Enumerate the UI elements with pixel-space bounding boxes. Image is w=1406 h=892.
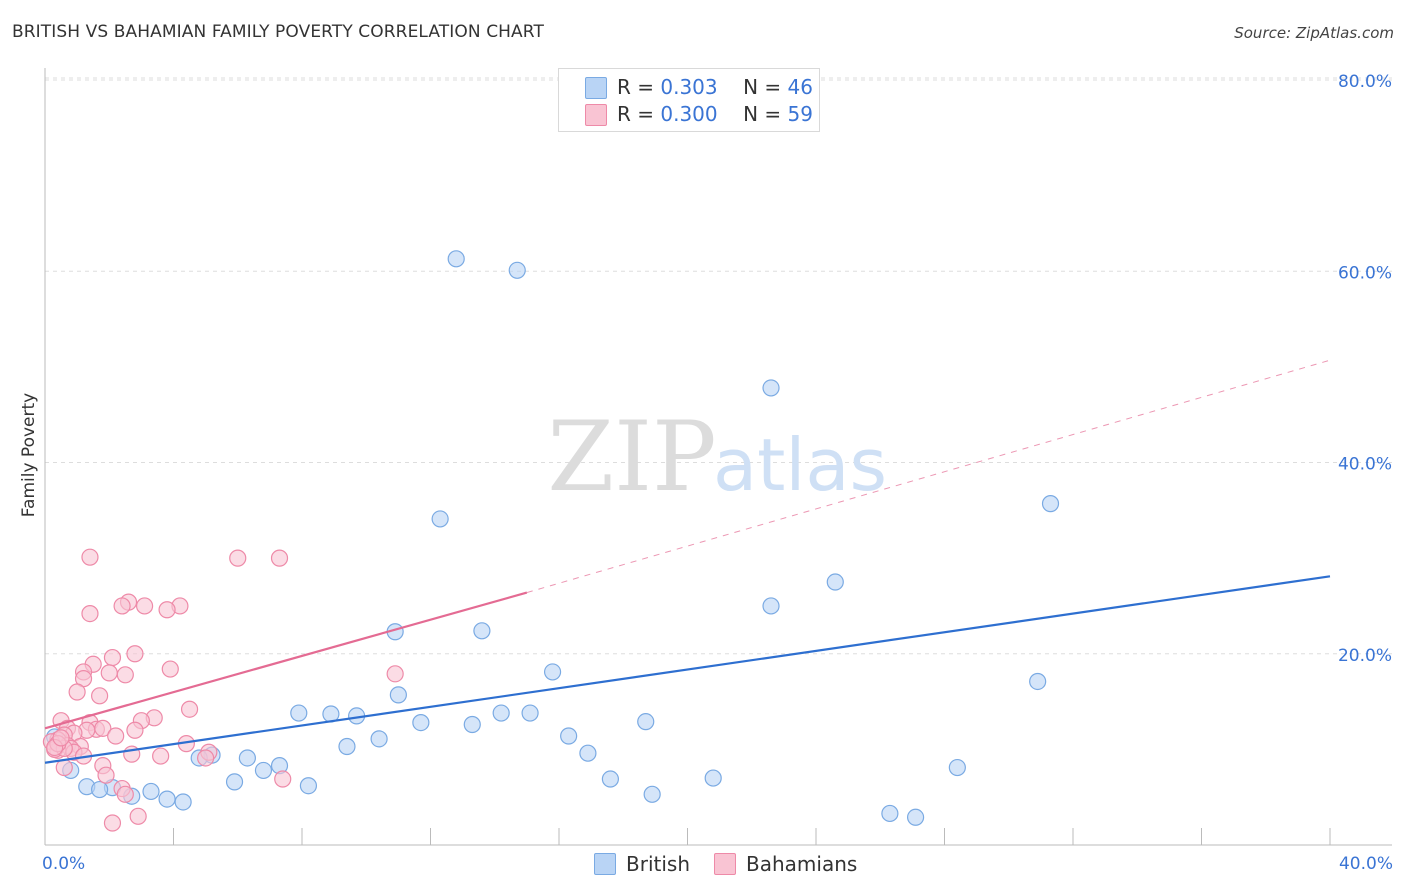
british-point <box>704 769 722 787</box>
bahamians-point <box>135 597 154 615</box>
british-point <box>762 597 780 615</box>
british-point <box>447 250 465 268</box>
bahamians-point <box>68 683 86 701</box>
british-stats: R = 0.303 N = 46 <box>617 75 813 99</box>
british-point <box>1029 672 1047 691</box>
british-n-label: N = <box>743 75 782 99</box>
bahamians-point <box>55 758 73 777</box>
bahamians-point <box>152 747 170 765</box>
bahamians-stats: R = 0.300 N = 59 <box>617 102 813 126</box>
british-point <box>338 737 356 756</box>
points-layer <box>42 250 1060 832</box>
bahamians-point <box>97 766 115 784</box>
y-tick-label: 20.0% <box>1338 646 1392 666</box>
bahamians-point <box>197 749 215 767</box>
british-legend-label: British <box>626 852 690 876</box>
bahamians-swatch <box>585 104 607 126</box>
british-point <box>389 686 407 704</box>
bahamians-legend-label: Bahamians <box>746 852 858 876</box>
bahamians-point <box>52 729 70 747</box>
british-point <box>254 761 273 780</box>
bahamians-trendline-extension <box>526 359 1331 594</box>
british-r-value: 0.303 <box>660 75 718 99</box>
bahamians-point <box>81 604 99 623</box>
chart-title: BRITISH VS BAHAMIAN FAMILY POVERTY CORRE… <box>12 22 544 42</box>
bahamians-point <box>116 785 134 803</box>
british-r-label: R = <box>617 75 655 99</box>
x-tick-label-min: 0.0% <box>42 854 85 874</box>
british-point <box>948 758 966 777</box>
bahamians-point <box>129 807 147 825</box>
correlation-legend: R = 0.303 N = 46 R = 0.300 N = 59 <box>558 68 820 132</box>
bahamians-point <box>91 687 109 705</box>
bahamians-point <box>126 721 144 739</box>
british-point <box>299 777 318 795</box>
british-point <box>881 804 899 823</box>
british-legend-swatch <box>594 853 616 875</box>
bahamians-point <box>274 770 292 788</box>
bahamians-n-label: N = <box>743 102 782 126</box>
british-point <box>601 770 620 788</box>
bahamians-point <box>229 549 247 567</box>
x-tick-label-max: 40.0% <box>1339 854 1393 874</box>
british-point <box>473 622 491 640</box>
british-point <box>643 785 661 803</box>
british-point <box>225 773 244 791</box>
y-axis-label: Family Poverty <box>19 393 39 517</box>
bahamians-point <box>103 814 122 832</box>
bahamians-point <box>113 597 131 615</box>
bahamians-point <box>81 548 99 566</box>
british-point <box>492 704 510 722</box>
bahamians-r-value: 0.300 <box>660 102 718 126</box>
grid-layer <box>45 77 1392 655</box>
british-point <box>370 730 388 748</box>
bahamians-point <box>126 645 144 663</box>
trend-layer <box>44 359 1331 764</box>
bahamians-point <box>180 700 199 718</box>
british-point <box>521 704 539 722</box>
bahamians-legend-swatch <box>714 853 736 875</box>
watermark-zip: ZIP <box>547 401 716 513</box>
bahamians-point <box>116 666 134 684</box>
british-point <box>158 790 176 808</box>
british-point <box>1041 495 1060 513</box>
bahamians-point <box>100 664 118 682</box>
british-trendline <box>44 575 1331 764</box>
british-point <box>762 379 780 397</box>
bahamians-point <box>103 648 122 667</box>
british-point <box>463 715 481 734</box>
british-point <box>579 744 597 762</box>
bahamians-r-label: R = <box>617 102 655 126</box>
british-point <box>431 510 449 528</box>
watermark-atlas: atlas <box>713 423 887 507</box>
y-tick-label: 80.0% <box>1338 72 1392 92</box>
british-point <box>412 713 430 732</box>
british-point <box>142 782 160 801</box>
bahamians-point <box>161 660 179 678</box>
bahamians-point <box>158 601 176 619</box>
british-point <box>238 749 256 767</box>
bahamians-n-value: 59 <box>787 102 813 126</box>
british-point <box>290 704 308 722</box>
british-point <box>637 713 655 731</box>
y-tick-label: 60.0% <box>1338 263 1392 283</box>
british-point <box>906 808 925 826</box>
british-point <box>826 573 844 591</box>
bahamians-point <box>386 665 404 683</box>
source-label: Source: ZipAtlas.com <box>1234 24 1394 42</box>
bahamians-point <box>270 549 289 567</box>
british-point <box>543 663 562 681</box>
british-n-value: 46 <box>787 75 813 99</box>
british-point <box>508 261 526 279</box>
british-point <box>91 780 109 799</box>
watermark: ZIP atlas <box>547 401 887 513</box>
british-swatch <box>585 77 607 99</box>
british-point <box>174 793 192 811</box>
bahamians-trendline <box>44 591 528 730</box>
y-tick-label: 40.0% <box>1338 455 1392 475</box>
bahamians-point <box>107 727 125 745</box>
axis-layer: 20.0% 40.0% 60.0% 80.0% 0.0% 40.0% <box>42 68 1393 874</box>
british-point <box>560 727 578 745</box>
